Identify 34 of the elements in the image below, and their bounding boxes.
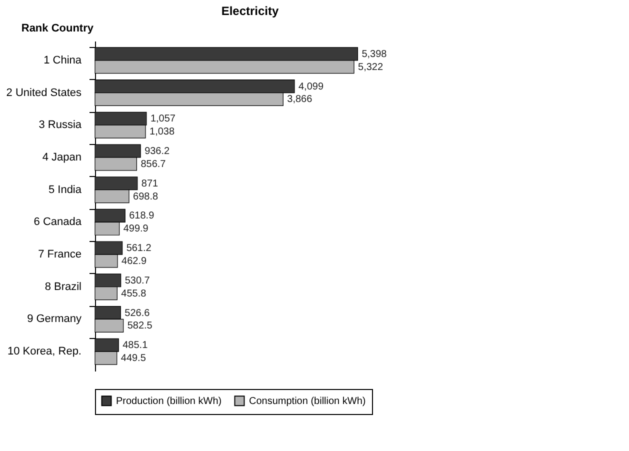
data-label: 1,038: [150, 126, 175, 138]
data-label: 5,398: [362, 48, 388, 60]
data-label: 499.9: [123, 224, 149, 235]
data-label: 582.5: [127, 320, 153, 332]
y-tick-label: 2 United States: [6, 86, 82, 99]
data-label: 485.1: [122, 340, 148, 352]
data-label: 5,322: [358, 62, 384, 73]
data-label: 618.9: [129, 210, 155, 222]
y-tick-label: 3 Russia: [38, 119, 82, 132]
data-label: 449.5: [120, 353, 146, 364]
legend-label: Consumption (billion kWh): [249, 396, 366, 407]
data-label: 4,099: [298, 81, 324, 92]
y-tick-label: 1 China: [44, 54, 82, 66]
data-label: 455.8: [121, 288, 147, 300]
data-label: 561.2: [126, 243, 152, 254]
y-tick-label: 9 Germany: [27, 313, 82, 326]
data-label: 856.7: [140, 158, 166, 170]
y-tick-label: 10 Korea, Rep.: [8, 346, 82, 358]
y-tick-label: 5 India: [48, 184, 82, 196]
data-label: 698.8: [133, 191, 158, 202]
y-tick-label: 7 France: [38, 248, 82, 261]
data-label: 1,057: [150, 114, 176, 125]
y-tick-label: 6 Canada: [34, 216, 82, 228]
data-label: 871: [141, 178, 159, 190]
data-label: 530.7: [124, 275, 150, 286]
legend-label: Production (billion kWh): [116, 396, 222, 407]
y-tick-label: 8 Brazil: [44, 280, 82, 293]
data-label: 3,866: [287, 94, 313, 106]
chart-title: Electricity: [221, 4, 279, 18]
data-label: 936.2: [144, 146, 170, 157]
data-label: 526.6: [124, 308, 150, 319]
data-label: 462.9: [122, 256, 147, 267]
y-axis-title: Rank Country: [21, 22, 94, 34]
y-tick-label: 4 Japan: [42, 151, 82, 164]
